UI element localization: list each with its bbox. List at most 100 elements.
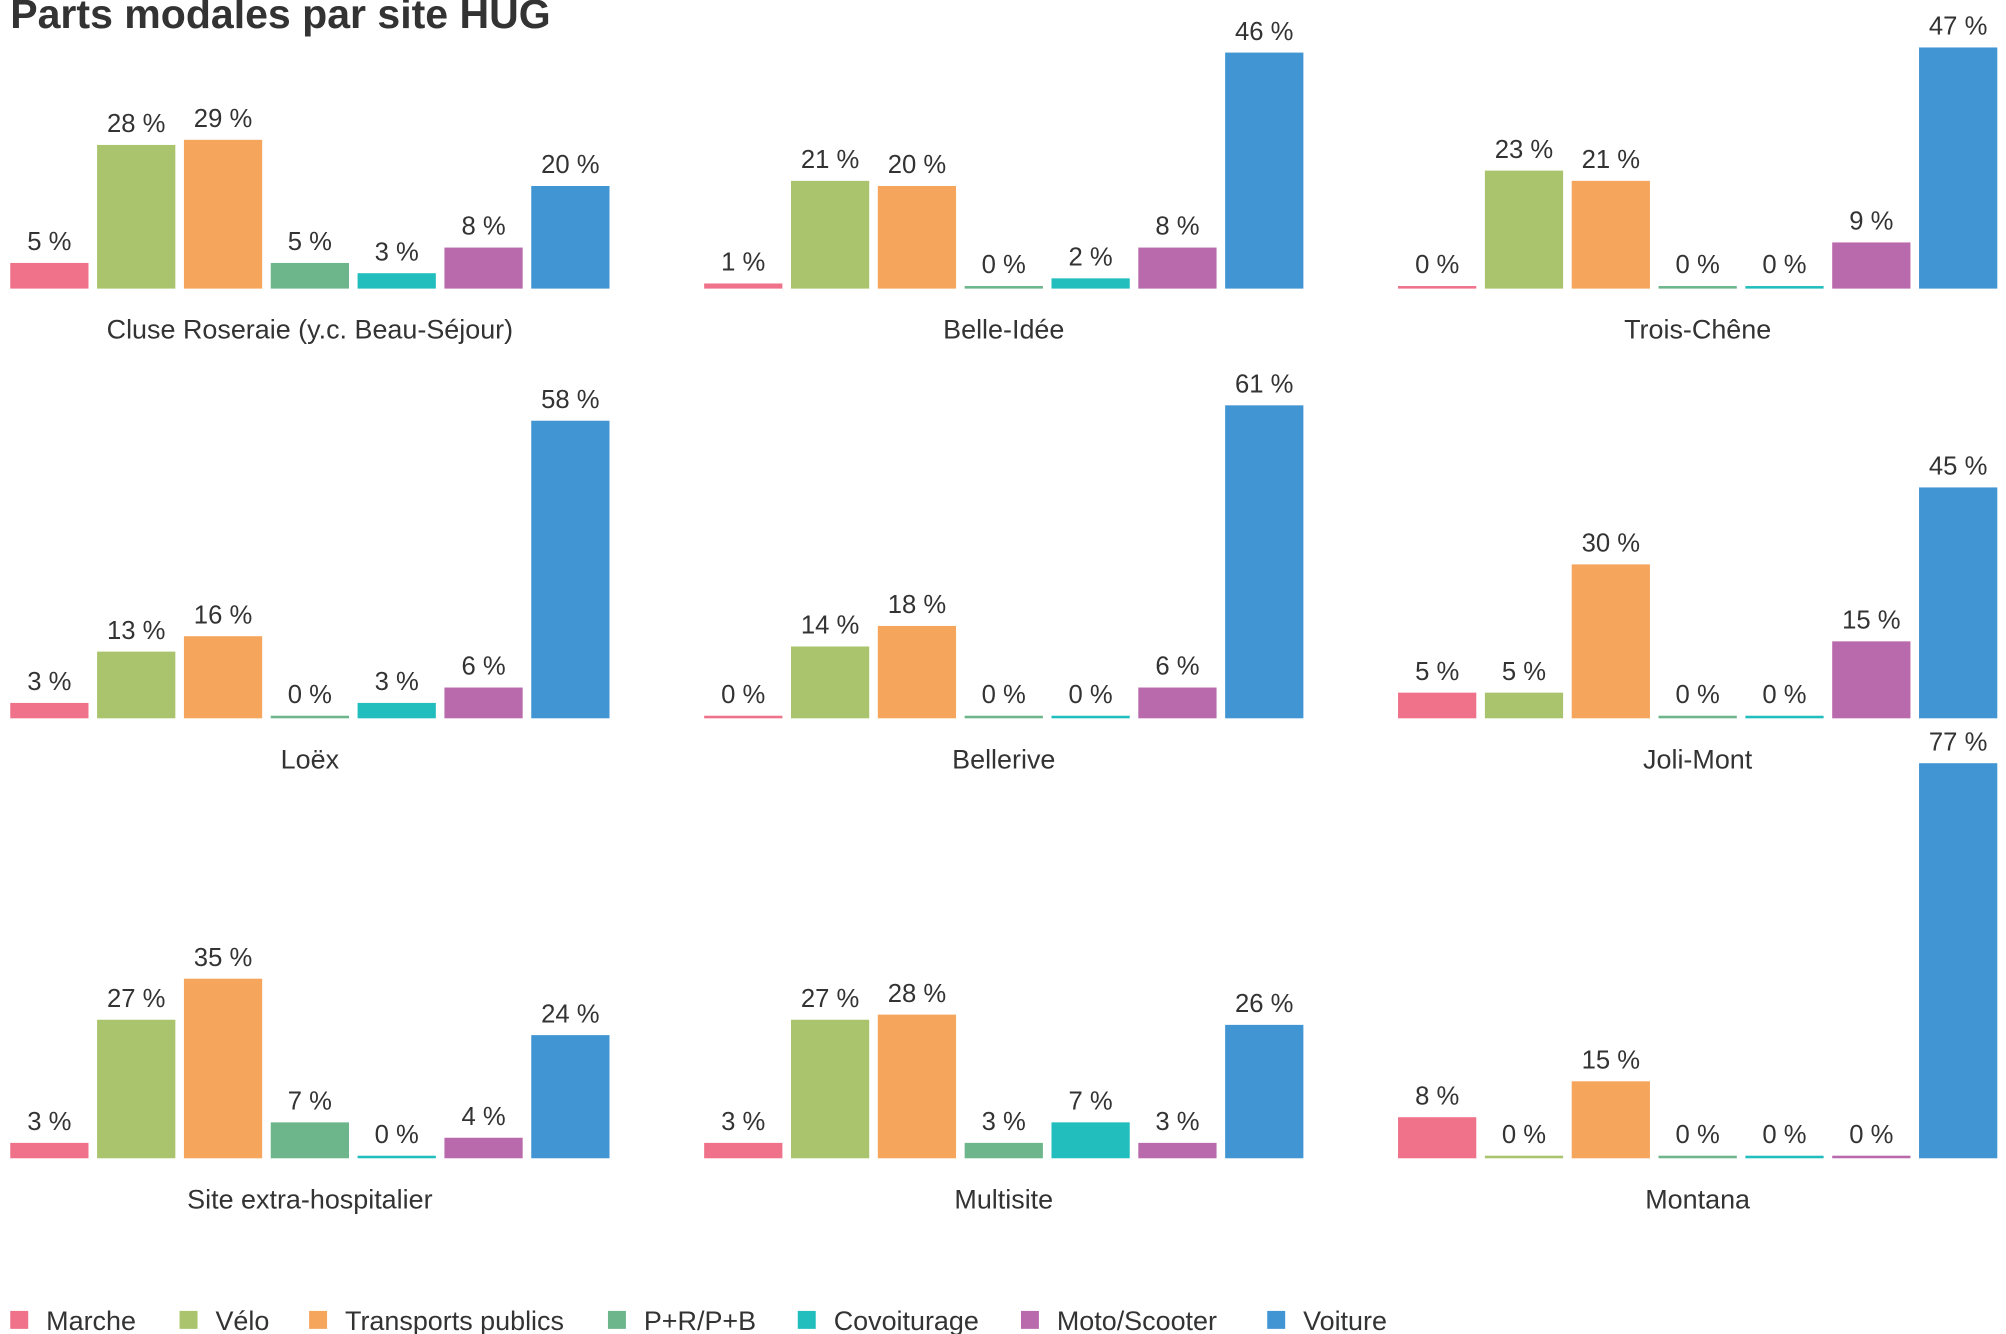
bar [357,273,436,289]
bar [97,1019,176,1159]
value-label: 3 % [1155,1108,1199,1136]
value-label: 0 % [982,681,1026,709]
value-label: 4 % [461,1103,505,1131]
value-label: 3 % [982,1108,1026,1136]
value-label: 47 % [1929,13,1987,41]
bar [704,715,783,719]
value-label: 23 % [1495,136,1553,164]
bar [1745,286,1824,289]
bar [964,286,1043,289]
value-label: 8 % [461,213,505,241]
value-label: 3 % [721,1108,765,1136]
bar [531,1035,610,1159]
bar [10,262,89,289]
bar [1051,278,1130,289]
value-label: 21 % [801,146,859,174]
value-label: 61 % [1235,371,1293,399]
value-label: 0 % [375,1121,419,1149]
bar [444,1137,523,1159]
legend-label: Transports publics [345,1306,564,1334]
panel-title: Montana [1645,1184,1750,1214]
value-label: 0 % [1676,1121,1720,1149]
bar [1832,1155,1911,1159]
panel-title: Bellerive [952,744,1055,774]
value-label: 21 % [1582,146,1640,174]
bar [531,185,610,289]
legend-label: Covoiturage [834,1306,979,1334]
bar [1571,1081,1650,1159]
bar [1051,1122,1130,1159]
value-label: 30 % [1582,530,1640,558]
value-label: 14 % [801,612,859,640]
bar [1745,1155,1824,1159]
bar [357,702,436,719]
bar [1919,763,1998,1159]
value-label: 8 % [1415,1082,1459,1110]
value-label: 3 % [375,668,419,696]
value-label: 7 % [288,1088,332,1116]
bar [704,1142,783,1159]
value-label: 24 % [541,1000,599,1028]
value-label: 28 % [107,110,165,138]
value-label: 26 % [1235,990,1293,1018]
value-label: 27 % [801,985,859,1013]
bar [1138,1142,1217,1159]
value-label: 45 % [1929,453,1987,481]
chart-title: Parts modales par site HUG [10,0,550,37]
panel-title: Loëx [281,744,340,774]
panel-title: Site extra-hospitalier [187,1184,432,1214]
value-label: 0 % [1676,251,1720,279]
value-label: 8 % [1155,213,1199,241]
bar [1398,286,1477,289]
bar [531,420,610,719]
bar [1484,170,1564,289]
value-label: 20 % [541,151,599,179]
value-label: 6 % [1155,653,1199,681]
bar [964,1142,1043,1159]
panel-title: Cluse Roseraie (y.c. Beau-Séjour) [107,315,513,345]
value-label: 27 % [107,985,165,1013]
bar [790,646,870,719]
panel-title: Multisite [954,1184,1053,1214]
bar [1051,715,1130,719]
bar [1225,1024,1304,1159]
value-label: 16 % [194,601,252,629]
value-label: 5 % [288,228,332,256]
value-label: 58 % [541,386,599,414]
bar [1832,641,1911,719]
value-label: 0 % [1762,681,1806,709]
value-label: 46 % [1235,18,1293,46]
bar [877,185,957,289]
bar [1658,286,1737,289]
value-label: 29 % [194,105,252,133]
bar [1571,180,1650,289]
bar [270,1122,349,1159]
value-label: 1 % [721,249,765,277]
legend-label: P+R/P+B [644,1306,756,1334]
value-label: 15 % [1842,607,1900,635]
bar [444,247,523,289]
bar [183,139,263,289]
value-label: 5 % [1502,658,1546,686]
legend-label: Moto/Scooter [1057,1306,1217,1334]
bar [1225,405,1304,719]
bar [183,636,263,719]
value-label: 7 % [1069,1088,1113,1116]
value-label: 0 % [1502,1121,1546,1149]
value-label: 0 % [982,251,1026,279]
value-label: 35 % [194,944,252,972]
legend-label: Voiture [1303,1306,1387,1334]
bar [1484,692,1564,719]
bar [1138,687,1217,719]
value-label: 0 % [721,681,765,709]
legend-swatch [309,1310,328,1329]
value-label: 0 % [288,681,332,709]
value-label: 5 % [27,228,71,256]
bar [1658,1155,1737,1159]
panel-title: Belle-Idée [943,315,1064,345]
bar [270,262,349,289]
bar [97,651,176,719]
bar [1225,52,1304,289]
